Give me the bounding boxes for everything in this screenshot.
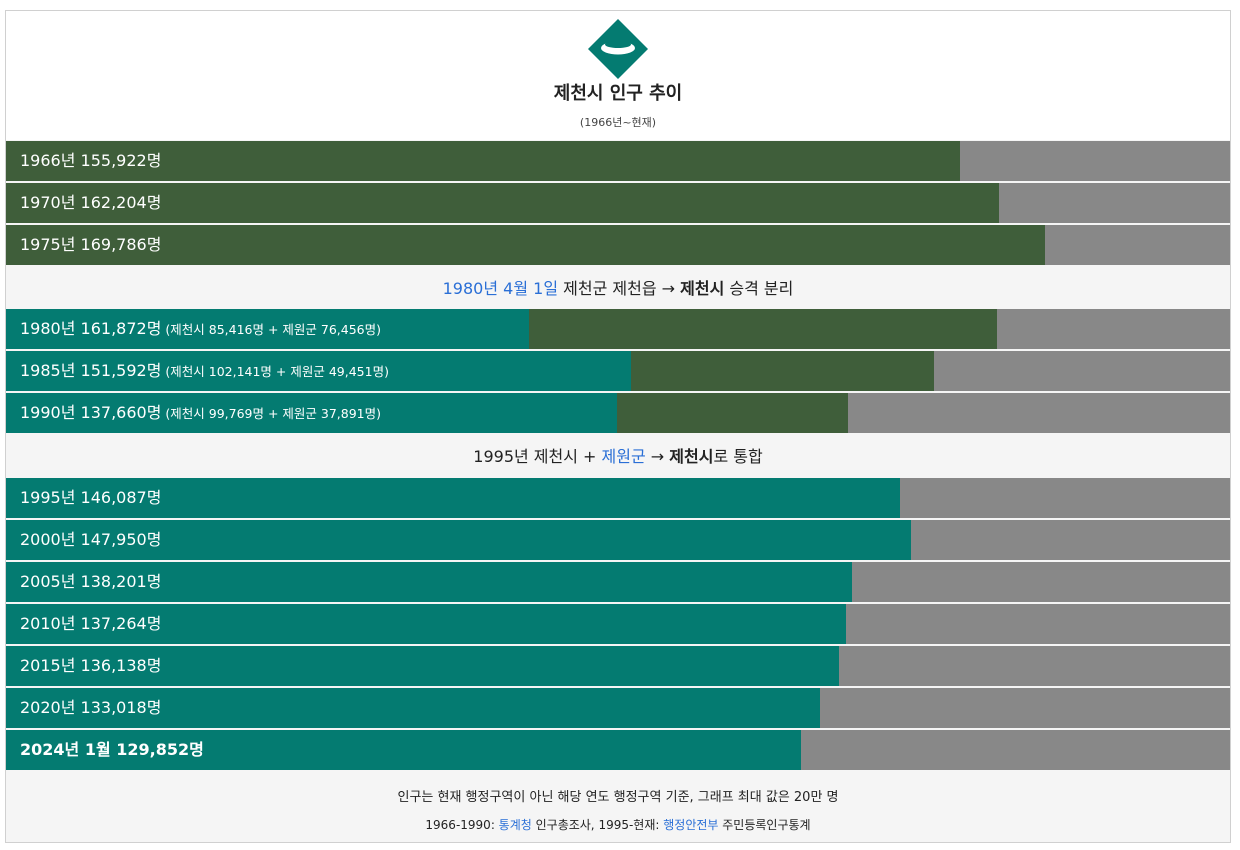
split-date-link[interactable]: 1980년 4월 1일 <box>442 279 559 298</box>
bar-label: 1990년 137,660명 (제천시 99,769명 + 제원군 37,891… <box>20 393 381 433</box>
bar-row: 2024년 1월 129,852명 <box>6 730 1230 770</box>
bar-segment-제천시 <box>6 562 852 602</box>
bar-detail-label: (제천시 102,141명 + 제원군 49,451명) <box>161 364 389 379</box>
bar-row: 2000년 147,950명 <box>6 520 1230 560</box>
bar-value-label: 1966년 155,922명 <box>20 151 162 170</box>
jewon-gun-link[interactable]: 제원군 <box>601 447 646 466</box>
bar-row: 1966년 155,922명 <box>6 141 1230 181</box>
bar-row: 1985년 151,592명 (제천시 102,141명 + 제원군 49,45… <box>6 351 1230 391</box>
bar-label: 1980년 161,872명 (제천시 85,416명 + 제원군 76,456… <box>20 309 381 349</box>
source-text-c: 주민등록인구통계 <box>718 818 811 832</box>
jecheon-city-emblem-icon <box>588 19 648 79</box>
bar-value-label: 1995년 146,087명 <box>20 488 162 507</box>
source-text-b: 인구총조사, 1995-현재: <box>531 818 664 832</box>
bar-value-label: 2015년 136,138명 <box>20 656 162 675</box>
infobox-header: 제천시 인구 추이 (1966년~현재) <box>6 11 1230 140</box>
bar-row: 1980년 161,872명 (제천시 85,416명 + 제원군 76,456… <box>6 309 1230 349</box>
bar-segment-제천군 <box>6 141 961 181</box>
population-infobox: 제천시 인구 추이 (1966년~현재) 1980년 4월 1일 제천군 제천읍… <box>5 10 1231 843</box>
merge-bold: 제천시 <box>669 447 714 466</box>
merge-text-a: 1995년 제천시 + <box>473 447 602 466</box>
bar-label: 2005년 138,201명 <box>20 562 161 602</box>
bar-row: 2005년 138,201명 <box>6 562 1230 602</box>
bar-row: 1995년 146,087명 <box>6 478 1230 518</box>
bar-value-label: 1970년 162,204명 <box>20 193 162 212</box>
bar-value-label: 2010년 137,264명 <box>20 614 162 633</box>
bar-detail-label: (제천시 99,769명 + 제원군 37,891명) <box>161 406 381 421</box>
bar-label: 1995년 146,087명 <box>20 478 161 518</box>
bar-row: 2020년 133,018명 <box>6 688 1230 728</box>
merge-text-b: → <box>645 447 670 466</box>
bar-label: 1975년 169,786명 <box>20 225 161 265</box>
statistics-korea-link[interactable]: 통계청 <box>498 818 532 832</box>
bar-label: 2020년 133,018명 <box>20 688 161 728</box>
bar-value-label: 2000년 147,950명 <box>20 530 162 549</box>
bar-segment-제천시 <box>6 688 821 728</box>
split-note: 1980년 4월 1일 제천군 제천읍 → 제천시 승격 분리 <box>6 268 1230 310</box>
bar-label: 2000년 147,950명 <box>20 520 161 560</box>
bar-segment-제원군 <box>616 393 849 433</box>
footer-note: 인구는 현재 행정구역이 아닌 해당 연도 행정구역 기준, 그래프 최대 값은… <box>397 790 839 805</box>
bar-segment-제원군 <box>631 351 934 391</box>
merge-text-c: 로 통합 <box>713 447 763 466</box>
bar-segment-제천시 <box>6 393 617 433</box>
bar-segment-제천시 <box>6 520 912 560</box>
bar-segment-제천시 <box>6 478 901 518</box>
ministry-link[interactable]: 행정안전부 <box>663 818 719 832</box>
bar-detail-label: (제천시 85,416명 + 제원군 76,456명) <box>161 322 381 337</box>
bar-row: 1970년 162,204명 <box>6 183 1230 223</box>
bar-segment-제원군 <box>528 309 997 349</box>
bar-value-label: 1975년 169,786명 <box>20 235 162 254</box>
bar-label: 2024년 1월 129,852명 <box>20 730 204 770</box>
split-text-b: 승격 분리 <box>724 279 794 298</box>
split-text-a: 제천군 제천읍 → <box>558 279 681 298</box>
bar-segment-제천시 <box>6 309 529 349</box>
bar-segment-제천시 <box>6 730 801 770</box>
bar-label: 1970년 162,204명 <box>20 183 161 223</box>
bar-segment-제천시 <box>6 604 847 644</box>
bar-value-label: 1990년 137,660명 <box>20 403 162 422</box>
bar-value-label: 2024년 1월 129,852명 <box>20 740 204 759</box>
bar-row: 1975년 169,786명 <box>6 225 1230 265</box>
bar-value-label: 2005년 138,201명 <box>20 572 162 591</box>
bar-segment-제천시 <box>6 351 632 391</box>
bar-row: 2015년 136,138명 <box>6 646 1230 686</box>
bar-value-label: 2020년 133,018명 <box>20 698 162 717</box>
bar-segment-제천군 <box>6 225 1046 265</box>
bar-label: 2015년 136,138명 <box>20 646 161 686</box>
bar-label: 2010년 137,264명 <box>20 604 161 644</box>
chart-subtitle: (1966년~현재) <box>579 116 657 129</box>
bar-value-label: 1985년 151,592명 <box>20 361 162 380</box>
source-text-a: 1966-1990: <box>425 818 499 832</box>
split-bold: 제천시 <box>680 279 725 298</box>
bar-segment-제천군 <box>6 183 999 223</box>
bar-label: 1966년 155,922명 <box>20 141 161 181</box>
bar-segment-제천시 <box>6 646 840 686</box>
bar-row: 2010년 137,264명 <box>6 604 1230 644</box>
footer-source: 1966-1990: 통계청 인구총조사, 1995-현재: 행정안전부 주민등… <box>6 816 1230 833</box>
bar-label: 1985년 151,592명 (제천시 102,141명 + 제원군 49,45… <box>20 351 389 391</box>
bar-value-label: 1980년 161,872명 <box>20 319 162 338</box>
chart-title: 제천시 인구 추이 <box>553 83 683 104</box>
merge-note: 1995년 제천시 + 제원군 → 제천시로 통합 <box>6 436 1230 478</box>
bar-row: 1990년 137,660명 (제천시 99,769명 + 제원군 37,891… <box>6 393 1230 433</box>
